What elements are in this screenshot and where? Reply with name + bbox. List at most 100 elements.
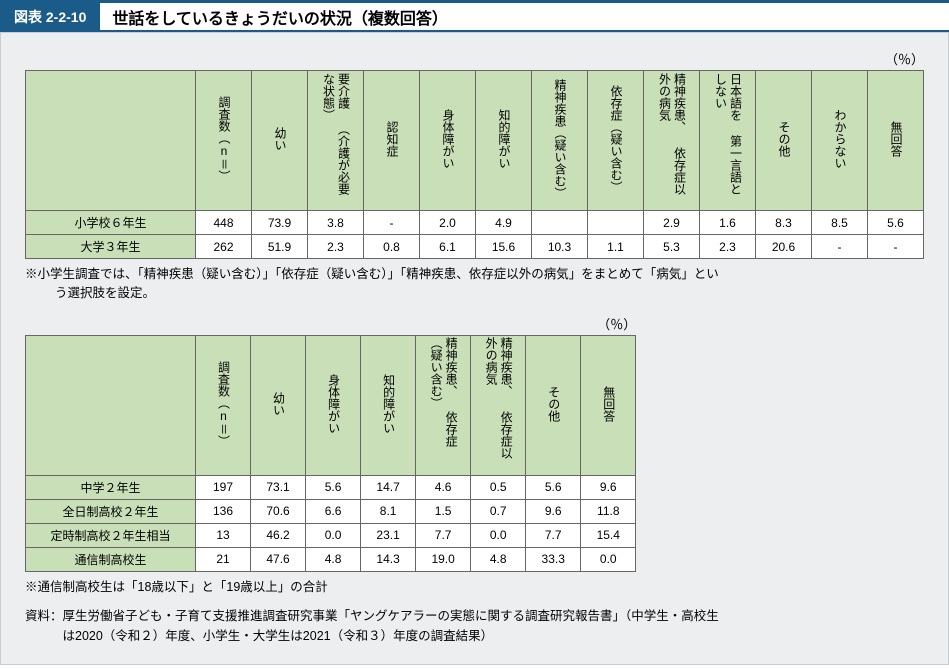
cell: 11.8 [581,499,636,523]
table-row: 小学校６年生 448 73.9 3.8 - 2.0 4.9 2.9 1.6 8.… [26,211,924,235]
row-label: 定時制高校２年生相当 [26,523,196,547]
cell [588,211,644,235]
note-1-line1: ※小学生調査では、「精神疾患（疑い含む）」「依存症（疑い含む）」「精神疾患、依存… [25,267,719,281]
row-label: 全日制高校２年生 [26,499,196,523]
table-row: 大学３年生 262 51.9 2.3 0.8 6.1 15.6 10.3 1.1… [26,235,924,259]
unit-label-top: （％） [25,49,924,68]
table-1-col-12: 無回答 [868,71,924,211]
cell: 7.7 [416,523,471,547]
figure-title: 世話をしているきょうだいの状況（複数回答） [100,3,460,30]
cell: 2.0 [420,211,476,235]
cell: 1.6 [700,211,756,235]
table-1-col-0: 調査数（n＝） [196,71,252,211]
table-2-col-6: その他 [526,335,581,475]
cell: 8.5 [812,211,868,235]
cell: 46.2 [251,523,306,547]
table-2: 調査数（n＝） 幼い 身体障がい 知的障がい 精神疾患、 依存症（疑い含む） 精… [25,335,636,572]
unit-label-mid: （％） [25,314,636,333]
cell: 9.6 [526,499,581,523]
table-1-header-row: 調査数（n＝） 幼い 要介護 （介護が必要な状態） 認知症 身体障がい 知的障が… [26,71,924,211]
cell: 448 [196,211,252,235]
cell: 0.0 [581,547,636,571]
source-citation: 資料：厚生労働省子ども・子育て支援推進調査研究事業「ヤングケアラーの実態に関する… [25,607,924,646]
table-1-col-9: 日本語を 第一言語としない [700,71,756,211]
figure-header: 図表 2-2-10 世話をしているきょうだいの状況（複数回答） [0,0,949,32]
cell: 5.3 [644,235,700,259]
table-1-col-2: 要介護 （介護が必要な状態） [308,71,364,211]
table-2-col-3: 知的障がい [361,335,416,475]
table-1-col-5: 知的障がい [476,71,532,211]
table-2-col-1: 幼い [251,335,306,475]
table-1-col-7: 依存症（疑い含む） [588,71,644,211]
table-row: 定時制高校２年生相当 13 46.2 0.0 23.1 7.7 0.0 7.7 … [26,523,636,547]
cell: 0.7 [471,499,526,523]
note-1-line2: う選択肢を設定。 [25,284,924,303]
content-panel: （％） 調査数（n＝） 幼い 要介護 （介護が必要な状態） 認知症 身体障がい … [0,32,949,665]
cell: 0.0 [306,523,361,547]
table-1-corner [26,71,196,211]
cell: 20.6 [756,235,812,259]
note-2: ※通信制高校生は「18歳以下」と「19歳以上」の合計 [25,578,924,597]
cell: 8.3 [756,211,812,235]
cell: 3.8 [308,211,364,235]
cell: 6.1 [420,235,476,259]
cell: 262 [196,235,252,259]
cell: 15.4 [581,523,636,547]
table-2-col-5: 精神疾患、 依存症以外の病気 [471,335,526,475]
cell [532,211,588,235]
table-1-col-1: 幼い [252,71,308,211]
cell: 1.5 [416,499,471,523]
cell: 21 [196,547,251,571]
row-label: 大学３年生 [26,235,196,259]
cell: 4.8 [306,547,361,571]
cell: 13 [196,523,251,547]
cell: 4.6 [416,475,471,499]
table-1-col-8: 精神疾患、 依存症以外の病気 [644,71,700,211]
cell: 73.9 [252,211,308,235]
cell: 8.1 [361,499,416,523]
table-1-col-10: その他 [756,71,812,211]
cell: 14.7 [361,475,416,499]
cell: 19.0 [416,547,471,571]
cell: 0.5 [471,475,526,499]
cell: 6.6 [306,499,361,523]
cell: 0.0 [471,523,526,547]
table-row: 中学２年生 197 73.1 5.6 14.7 4.6 0.5 5.6 9.6 [26,475,636,499]
cell: - [364,211,420,235]
source-line1: 資料：厚生労働省子ども・子育て支援推進調査研究事業「ヤングケアラーの実態に関する… [25,609,719,623]
cell: 47.6 [251,547,306,571]
table-1-col-3: 認知症 [364,71,420,211]
table-2-col-4: 精神疾患、 依存症（疑い含む） [416,335,471,475]
cell: 136 [196,499,251,523]
cell: 9.6 [581,475,636,499]
cell: 5.6 [868,211,924,235]
table-1-col-11: わからない [812,71,868,211]
table-2-header-row: 調査数（n＝） 幼い 身体障がい 知的障がい 精神疾患、 依存症（疑い含む） 精… [26,335,636,475]
table-2-col-7: 無回答 [581,335,636,475]
cell: 23.1 [361,523,416,547]
cell: 0.8 [364,235,420,259]
cell: 7.7 [526,523,581,547]
note-1: ※小学生調査では、「精神疾患（疑い含む）」「依存症（疑い含む）」「精神疾患、依存… [25,265,924,304]
cell: 5.6 [526,475,581,499]
cell: 1.1 [588,235,644,259]
table-2-col-0: 調査数（n＝） [196,335,251,475]
table-row: 全日制高校２年生 136 70.6 6.6 8.1 1.5 0.7 9.6 11… [26,499,636,523]
table-2-col-2: 身体障がい [306,335,361,475]
cell: 51.9 [252,235,308,259]
cell: - [812,235,868,259]
source-line2: は2020（令和２）年度、小学生・大学生は2021（令和３）年度の調査結果） [25,627,924,646]
row-label: 中学２年生 [26,475,196,499]
cell: 4.8 [471,547,526,571]
cell: 197 [196,475,251,499]
cell: 33.3 [526,547,581,571]
row-label: 通信制高校生 [26,547,196,571]
cell: 2.3 [308,235,364,259]
figure-number-tag: 図表 2-2-10 [0,3,100,30]
cell: 2.3 [700,235,756,259]
cell: - [868,235,924,259]
table-row: 通信制高校生 21 47.6 4.8 14.3 19.0 4.8 33.3 0.… [26,547,636,571]
table-1-col-4: 身体障がい [420,71,476,211]
cell: 70.6 [251,499,306,523]
cell: 15.6 [476,235,532,259]
